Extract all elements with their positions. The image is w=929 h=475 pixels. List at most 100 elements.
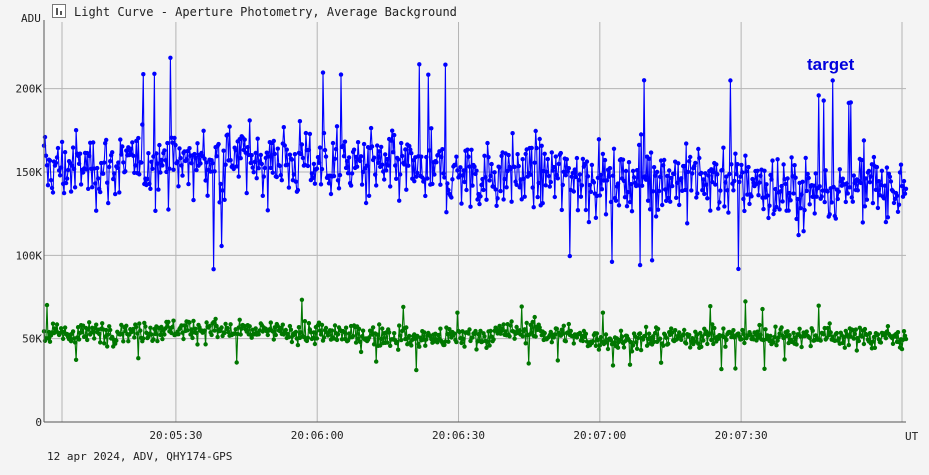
- series-1-point: [353, 340, 359, 345]
- series-1-point: [278, 325, 283, 331]
- series-0-point: [170, 140, 175, 145]
- series-0-point: [820, 188, 825, 193]
- series-0-point: [631, 175, 637, 180]
- series-0-point: [778, 189, 783, 194]
- series-0-point: [311, 161, 317, 167]
- series-0-point: [536, 180, 541, 186]
- grid-layer: [44, 22, 906, 422]
- series-1-point: [120, 331, 125, 337]
- series-1-point: [341, 329, 347, 335]
- x-tick-label: 20:07:30: [715, 429, 768, 442]
- series-0-point: [474, 168, 479, 173]
- series-0-point: [386, 163, 391, 168]
- series-1-point: [630, 343, 636, 348]
- series-0-point: [727, 171, 732, 177]
- series-0-point: [153, 208, 158, 213]
- series-0-point: [779, 183, 784, 189]
- series-1-point: [590, 339, 596, 344]
- series-0-point: [701, 177, 706, 182]
- series-0-point: [724, 174, 729, 179]
- series-0-point: [112, 171, 117, 176]
- series-0-point: [814, 194, 819, 199]
- series-1-point: [675, 336, 680, 342]
- series-0-point: [613, 198, 619, 203]
- series-0-point: [758, 173, 763, 178]
- series-0-point: [667, 168, 672, 173]
- series-1-point: [519, 304, 524, 309]
- series-0-point: [123, 169, 128, 174]
- series-0-point: [340, 143, 346, 148]
- series-0-point: [198, 161, 203, 166]
- series-1-point: [532, 314, 537, 320]
- series-0-point: [233, 148, 238, 153]
- series-0-point: [264, 150, 269, 155]
- series-1-point: [679, 337, 684, 342]
- series-1-point: [851, 336, 856, 341]
- series-0-point: [860, 220, 865, 225]
- series-1-point: [398, 333, 403, 338]
- series-1-point: [171, 318, 176, 323]
- series-0-point: [316, 160, 322, 165]
- series-0-point: [624, 204, 630, 209]
- chart-app-icon[interactable]: [52, 4, 66, 18]
- series-1-point: [388, 343, 393, 348]
- series-1-point: [452, 331, 457, 336]
- series-0-point: [251, 170, 256, 175]
- series-1-point: [890, 341, 896, 346]
- series-1-point: [247, 324, 252, 329]
- series-1-point: [379, 336, 384, 342]
- series-0-point: [777, 207, 782, 212]
- series-1-point: [742, 340, 747, 346]
- series-1-point: [580, 338, 586, 344]
- series-0-point: [171, 167, 176, 172]
- series-0-point: [586, 219, 592, 225]
- series-0-point: [897, 170, 903, 175]
- series-0-point: [858, 180, 863, 186]
- series-0-point: [722, 204, 727, 209]
- series-0-point: [154, 151, 159, 156]
- series-1-point: [94, 322, 99, 327]
- series-1-point: [512, 336, 517, 341]
- series-1-point: [332, 323, 338, 328]
- series-0-point: [549, 150, 554, 155]
- series-0-point: [643, 177, 649, 182]
- series-1-point: [253, 326, 258, 331]
- series-1-point: [684, 341, 689, 346]
- series-0-point: [882, 183, 888, 188]
- series-0-point: [331, 173, 337, 179]
- series-0-point: [867, 180, 873, 185]
- series-1-point: [854, 348, 859, 353]
- series-1-point: [404, 325, 409, 330]
- series-0-point: [523, 151, 528, 157]
- series-1-point: [739, 337, 744, 342]
- series-0-point: [409, 151, 414, 156]
- series-0-point: [49, 185, 55, 191]
- light-curve-chart[interactable]: 0 50K 100K 150K 200K 20:05:30 20:06:00 20:06:30…: [0, 0, 929, 445]
- series-0-point: [861, 138, 867, 143]
- series-0-point: [627, 199, 633, 205]
- series-1-point: [552, 332, 557, 337]
- series-1-point: [595, 337, 601, 343]
- series-0-point: [265, 208, 270, 213]
- series-0-point: [71, 166, 77, 172]
- series-0-point: [392, 132, 397, 138]
- series-0-point: [389, 138, 394, 143]
- series-1-point: [741, 331, 746, 336]
- series-0-point: [360, 169, 366, 175]
- series-0-point: [131, 153, 136, 158]
- series-0-point: [757, 180, 762, 185]
- series-1-point: [149, 332, 154, 337]
- series-1-point: [633, 340, 639, 345]
- series-0-point: [622, 195, 628, 200]
- series-0-point: [717, 200, 722, 205]
- series-0-point: [254, 176, 259, 181]
- series-1-point: [194, 330, 199, 336]
- series-1-point: [102, 341, 107, 346]
- x-tick-label: 20:05:30: [149, 429, 202, 442]
- series-1-point: [47, 339, 53, 344]
- series-0-point: [291, 172, 297, 177]
- series-0-point: [281, 125, 286, 130]
- series-0-point: [167, 166, 172, 171]
- series-0-point: [417, 62, 422, 67]
- series-0-point: [128, 146, 133, 151]
